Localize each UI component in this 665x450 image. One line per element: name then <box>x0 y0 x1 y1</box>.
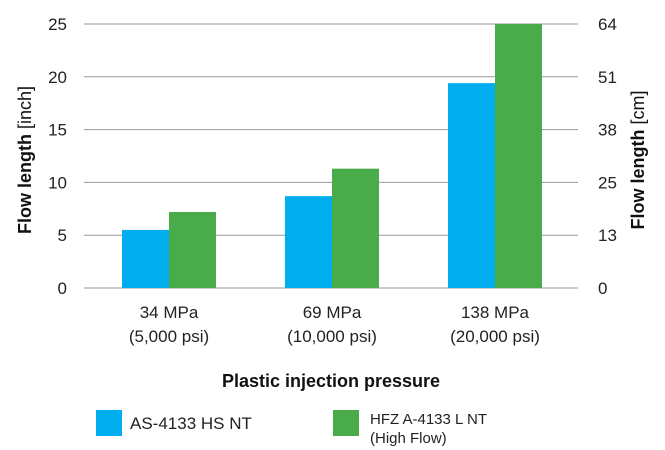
y-tick-left-0: 0 <box>58 279 67 298</box>
y-tick-left-20: 20 <box>48 68 67 87</box>
legend-swatch-series-2 <box>333 410 359 436</box>
bar-series-2-cat-2 <box>332 168 379 288</box>
bar-series-1-cat-2 <box>285 196 332 288</box>
y-axis-title-right: Flow length [cm] <box>628 91 648 230</box>
y-tick-left-25: 25 <box>48 15 67 34</box>
y-tick-right-0: 0 <box>598 279 607 298</box>
left-axis-ticks: 0 5 10 15 20 25 <box>48 15 67 298</box>
legend-swatch-series-1 <box>96 410 122 436</box>
y-axis-title-left: Flow length [inch] <box>15 86 35 234</box>
legend: AS-4133 HS NT HFZ A-4133 L NT (High Flow… <box>96 410 491 447</box>
y-axis-title-right-bold: Flow length <box>628 130 648 230</box>
y-tick-left-5: 5 <box>58 226 67 245</box>
right-axis-ticks: 0 13 25 38 51 64 <box>598 15 617 298</box>
legend-label-series-2-line-2: (High Flow) <box>370 430 447 447</box>
bar-series-1-cat-3 <box>448 83 495 288</box>
legend-label-series-1: AS-4133 HS NT <box>130 414 252 433</box>
category-label-2-line-1: 69 MPa <box>303 303 362 322</box>
y-tick-right-25: 25 <box>598 173 617 192</box>
y-axis-title-right-unit: [cm] <box>628 91 648 125</box>
bars-group <box>122 24 542 288</box>
y-tick-right-38: 38 <box>598 121 617 140</box>
category-label-2-line-2: (10,000 psi) <box>287 327 377 346</box>
category-label-3-line-2: (20,000 psi) <box>450 327 540 346</box>
y-tick-right-64: 64 <box>598 15 617 34</box>
bar-series-2-cat-1 <box>169 211 216 288</box>
bar-series-2-cat-3 <box>495 24 542 288</box>
category-labels: 34 MPa (5,000 psi) 69 MPa (10,000 psi) 138 M… <box>129 303 540 346</box>
category-label-1-line-1: 34 MPa <box>140 303 199 322</box>
category-label-1-line-2: (5,000 psi) <box>129 327 209 346</box>
y-tick-right-51: 51 <box>598 68 617 87</box>
y-tick-left-10: 10 <box>48 173 67 192</box>
y-axis-title-left-unit: [inch] <box>15 86 35 129</box>
bar-series-1-cat-1 <box>122 229 169 288</box>
y-tick-left-15: 15 <box>48 121 67 140</box>
category-label-3-line-1: 138 MPa <box>461 303 530 322</box>
legend-label-series-2: HFZ A-4133 L NT (High Flow) <box>370 411 491 447</box>
y-axis-title-left-bold: Flow length <box>15 134 35 234</box>
x-axis-title: Plastic injection pressure <box>222 371 440 391</box>
y-tick-right-13: 13 <box>598 226 617 245</box>
legend-label-series-2-line-1: HFZ A-4133 L NT <box>370 411 487 428</box>
